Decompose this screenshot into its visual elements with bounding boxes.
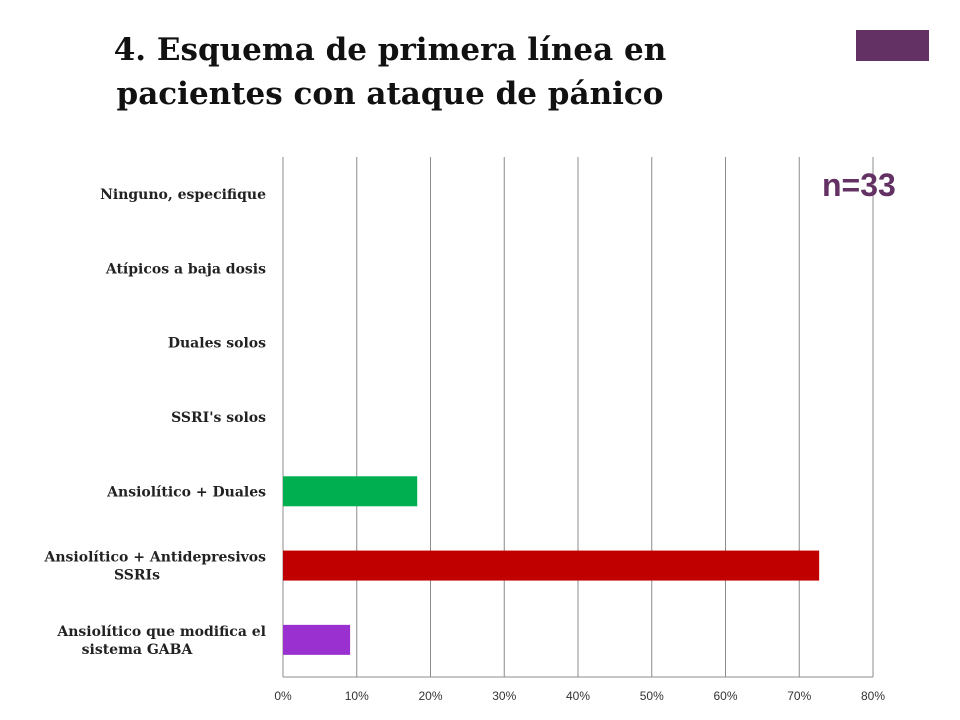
category-label: Ninguno, especifique — [100, 187, 266, 203]
bar — [283, 624, 351, 655]
x-tick-label: 40% — [566, 689, 590, 703]
category-label: Ansiolítico que modifica el — [56, 624, 266, 640]
category-label: Duales solos — [168, 336, 266, 352]
bar — [283, 550, 820, 581]
x-tick-label: 50% — [640, 689, 664, 703]
category-label: SSRIs — [114, 568, 160, 584]
category-label: sistema GABA — [82, 642, 194, 658]
category-label: Ansiolítico + Antidepresivos — [44, 550, 267, 566]
x-tick-label: 20% — [418, 689, 442, 703]
x-tick-label: 80% — [861, 689, 885, 703]
x-tick-label: 60% — [713, 689, 737, 703]
sample-size-label: n=33 — [822, 167, 896, 203]
x-tick-label: 30% — [492, 689, 516, 703]
category-label: Ansiolítico + Duales — [106, 484, 266, 500]
x-tick-label: 0% — [274, 689, 292, 703]
title-line-2: pacientes con ataque de pánico — [116, 76, 664, 112]
category-label: SSRI's solos — [171, 410, 266, 426]
bar — [283, 476, 418, 507]
chart-title: 4. Esquema de primera línea en pacientes… — [60, 28, 720, 116]
accent-block — [856, 30, 929, 61]
category-label: Atípicos a baja dosis — [105, 261, 266, 277]
title-line-1: 4. Esquema de primera línea en — [113, 32, 667, 68]
x-tick-label: 70% — [787, 689, 811, 703]
x-tick-label: 10% — [345, 689, 369, 703]
